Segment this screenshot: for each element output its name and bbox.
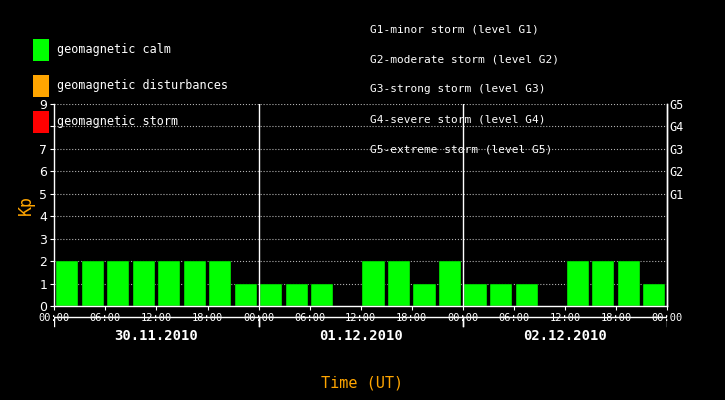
- Bar: [490, 284, 512, 306]
- Bar: [413, 284, 436, 306]
- Bar: [311, 284, 334, 306]
- Text: Time (UT): Time (UT): [321, 375, 404, 390]
- Text: geomagnetic storm: geomagnetic storm: [57, 116, 178, 128]
- Bar: [567, 261, 589, 306]
- Bar: [235, 284, 257, 306]
- Bar: [643, 284, 666, 306]
- Bar: [618, 261, 639, 306]
- Bar: [133, 261, 154, 306]
- Text: G2-moderate storm (level G2): G2-moderate storm (level G2): [370, 54, 559, 64]
- Text: 01.12.2010: 01.12.2010: [319, 330, 402, 344]
- Text: G3-strong storm (level G3): G3-strong storm (level G3): [370, 84, 545, 94]
- Bar: [158, 261, 181, 306]
- Text: G1-minor storm (level G1): G1-minor storm (level G1): [370, 24, 539, 34]
- Bar: [592, 261, 614, 306]
- Bar: [388, 261, 410, 306]
- Text: 30.11.2010: 30.11.2010: [115, 330, 199, 344]
- Text: G4-severe storm (level G4): G4-severe storm (level G4): [370, 114, 545, 124]
- Text: geomagnetic disturbances: geomagnetic disturbances: [57, 80, 228, 92]
- Bar: [82, 261, 104, 306]
- Bar: [183, 261, 206, 306]
- Bar: [210, 261, 231, 306]
- Bar: [286, 284, 308, 306]
- Y-axis label: Kp: Kp: [17, 195, 36, 215]
- Bar: [515, 284, 538, 306]
- Bar: [107, 261, 129, 306]
- Text: 02.12.2010: 02.12.2010: [523, 330, 607, 344]
- Bar: [260, 284, 283, 306]
- Bar: [362, 261, 384, 306]
- Bar: [465, 284, 486, 306]
- Text: G5-extreme storm (level G5): G5-extreme storm (level G5): [370, 144, 552, 154]
- Text: geomagnetic calm: geomagnetic calm: [57, 44, 171, 56]
- Bar: [56, 261, 78, 306]
- Bar: [439, 261, 461, 306]
